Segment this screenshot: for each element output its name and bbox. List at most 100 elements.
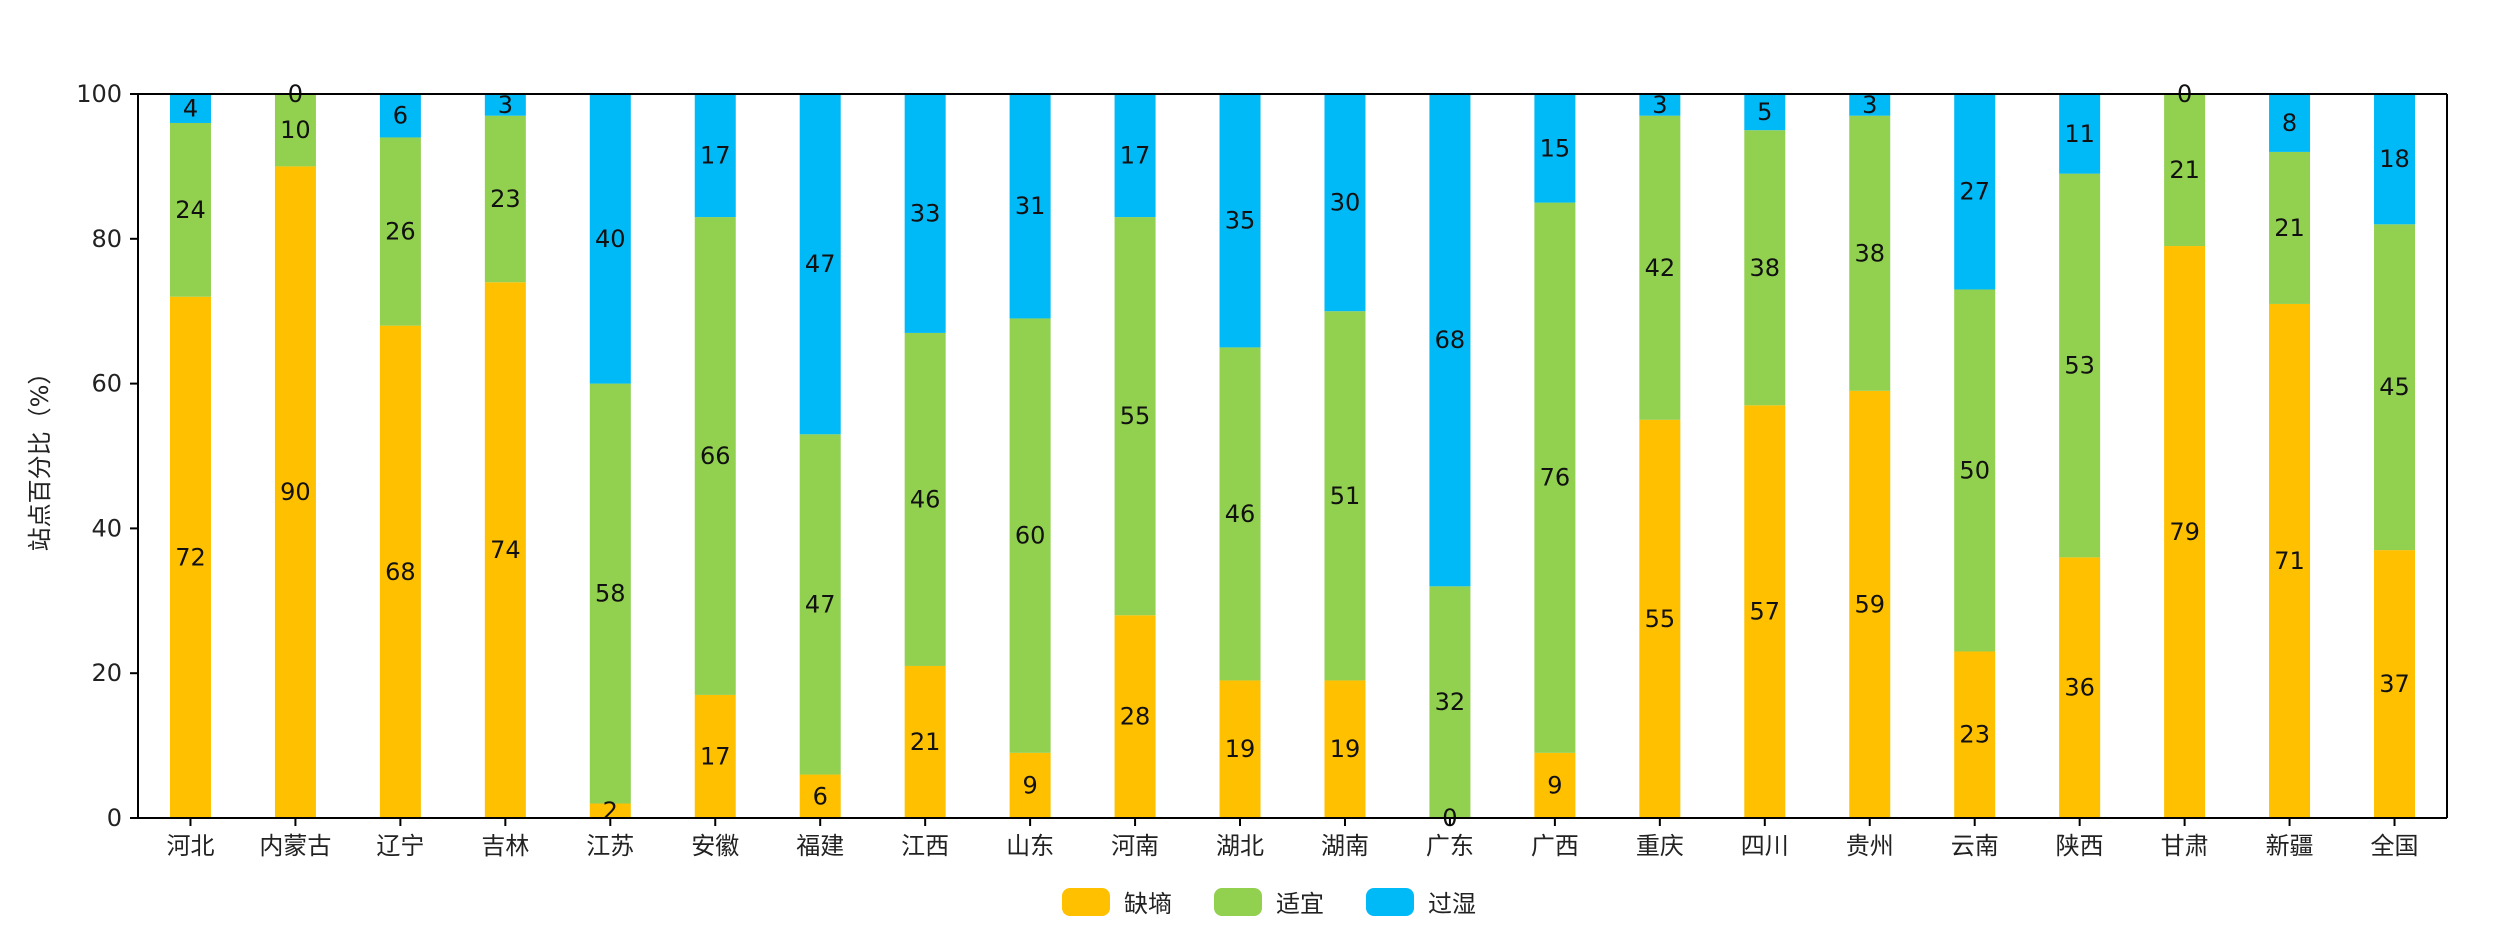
data-label: 24	[175, 196, 206, 224]
bar-segment-3	[169, 94, 211, 123]
bar-segment-1	[1219, 680, 1261, 818]
data-label: 74	[490, 536, 521, 564]
data-label: 68	[1435, 326, 1466, 354]
legend: 缺墒 适宜 过湿	[1062, 888, 1476, 918]
data-label: 59	[1854, 590, 1885, 618]
data-label: 19	[1330, 735, 1361, 763]
x-category-label: 内蒙古	[259, 832, 331, 860]
x-category-label: 广东	[1426, 832, 1474, 860]
data-label: 28	[1120, 703, 1151, 731]
data-label: 53	[2064, 352, 2095, 380]
bar-segment-2	[799, 434, 841, 775]
bar-segment-3	[2374, 94, 2416, 225]
data-label: 30	[1330, 189, 1361, 217]
data-label: 38	[1854, 239, 1885, 267]
bar-segment-1	[2374, 550, 2416, 818]
bar-segment-3	[1219, 94, 1261, 348]
bar-segment-1	[1114, 615, 1156, 818]
bar-segment-1	[169, 296, 211, 819]
bar-segment-1	[379, 325, 421, 818]
data-label: 72	[175, 543, 206, 571]
data-label: 33	[910, 199, 941, 227]
x-category-label: 山东	[1006, 832, 1054, 860]
data-label: 6	[393, 102, 408, 130]
bar-segment-1	[1849, 390, 1891, 818]
data-label: 35	[1225, 207, 1256, 235]
data-label: 31	[1015, 192, 1046, 220]
bar-segment-3	[1744, 94, 1786, 131]
data-label: 46	[910, 485, 941, 513]
data-label: 37	[2379, 670, 2410, 698]
data-label: 60	[1015, 522, 1046, 550]
bar-segment-1	[1534, 752, 1576, 818]
bar-segment-3	[799, 94, 841, 435]
data-label: 23	[1959, 721, 1990, 749]
data-label: 27	[1959, 178, 1990, 206]
x-category-label: 河南	[1111, 832, 1159, 860]
data-label: 50	[1959, 456, 1990, 484]
bar-segment-2	[1219, 347, 1261, 681]
data-label: 68	[385, 558, 416, 586]
data-label: 90	[280, 478, 311, 506]
bar-segment-1	[1639, 419, 1681, 818]
bar-segment-3	[1009, 94, 1051, 319]
data-label: 21	[2274, 214, 2305, 242]
data-label: 76	[1540, 464, 1571, 492]
bar-segment-3	[1324, 94, 1366, 312]
data-label: 11	[2064, 120, 2095, 148]
bar-segment-1	[2164, 246, 2206, 819]
legend-label: 适宜	[1276, 890, 1324, 918]
bar-segment-2	[1954, 289, 1996, 652]
legend-swatch-1	[1062, 888, 1110, 916]
bar-segment-2	[1324, 311, 1366, 681]
bar-segment-3	[1534, 94, 1576, 203]
bar-segment-2	[1849, 115, 1891, 391]
y-axis-label: 站点百分比（%）	[26, 361, 54, 552]
data-label: 15	[1540, 134, 1571, 162]
x-category-label: 安徽	[691, 832, 739, 860]
x-category-labels-layer: 河北 内蒙古 辽宁 吉林 江苏 安徽 福建 江西 山东 河南 湖北 湖南 广东 广西 重庆 四川 贵州 云南 陕西 甘…	[166, 818, 2419, 860]
bar-segment-2	[1114, 217, 1156, 616]
data-label: 17	[700, 142, 731, 170]
data-label: 55	[1645, 605, 1676, 633]
bar-segment-2	[2374, 224, 2416, 551]
x-category-label: 河北	[166, 832, 214, 860]
data-label: 9	[1547, 771, 1562, 799]
x-category-label: 湖北	[1216, 832, 1264, 860]
data-label: 45	[2379, 373, 2410, 401]
legend-swatch-2	[1214, 888, 1262, 916]
x-category-label: 重庆	[1636, 832, 1684, 860]
data-label: 6	[813, 782, 828, 810]
bar-segment-2	[2059, 173, 2101, 558]
x-category-label: 江西	[901, 832, 949, 860]
bar-segment-3	[904, 94, 946, 333]
bar-segment-3	[1849, 94, 1891, 116]
x-category-label: 新疆	[2266, 832, 2314, 860]
y-ticks-layer: 0 20 40 60 80 100	[76, 80, 138, 832]
bar-segment-1	[1954, 651, 1996, 818]
bar-segment-2	[1639, 115, 1681, 420]
bar-segment-3	[2059, 94, 2101, 174]
bar-segment-1	[694, 694, 736, 818]
bar-segment-2	[904, 332, 946, 666]
x-category-label: 全国	[2371, 832, 2419, 860]
bar-segment-1	[1744, 405, 1786, 818]
data-label: 57	[1750, 598, 1781, 626]
data-label: 17	[700, 742, 731, 770]
data-label: 55	[1120, 402, 1151, 430]
y-tick-label: 40	[91, 514, 122, 542]
data-label: 23	[490, 185, 521, 213]
data-label: 21	[2169, 156, 2200, 184]
data-label: 79	[2169, 518, 2200, 546]
data-label: 66	[700, 442, 731, 470]
data-label: 46	[1225, 500, 1256, 528]
data-label: 38	[1750, 254, 1781, 282]
x-category-label: 四川	[1741, 832, 1789, 860]
data-label: 4	[183, 94, 198, 122]
legend-swatch-3	[1366, 888, 1414, 916]
data-label: 58	[595, 580, 626, 608]
bar-segment-3	[2269, 94, 2311, 152]
data-label: 3	[1862, 91, 1877, 119]
legend-label: 缺墒	[1124, 890, 1172, 918]
bars-layer	[169, 94, 2416, 819]
